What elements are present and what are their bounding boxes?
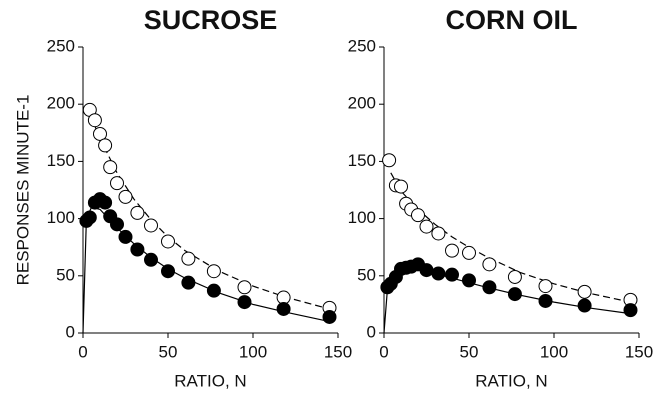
data-point bbox=[103, 160, 118, 175]
data-point bbox=[98, 195, 113, 210]
data-point bbox=[110, 217, 124, 232]
fit-line bbox=[390, 172, 631, 303]
data-point bbox=[411, 208, 425, 223]
data-point bbox=[419, 219, 434, 234]
data-point bbox=[538, 293, 553, 308]
data-point bbox=[538, 279, 553, 294]
x-axis-label: RATIO, N bbox=[174, 371, 246, 390]
data-point bbox=[110, 176, 124, 191]
data-point bbox=[237, 295, 252, 310]
y-tick-label: 200 bbox=[348, 94, 376, 113]
data-point bbox=[445, 243, 459, 258]
data-point bbox=[431, 266, 446, 281]
data-point bbox=[462, 273, 476, 288]
data-point bbox=[130, 205, 145, 220]
fit-line bbox=[85, 106, 330, 310]
y-tick-label: 100 bbox=[348, 208, 376, 227]
x-axis-label: RATIO, N bbox=[475, 371, 547, 390]
data-point bbox=[181, 275, 196, 290]
y-tick-label: 50 bbox=[56, 265, 75, 284]
data-point bbox=[462, 245, 476, 260]
x-tick-label: 150 bbox=[324, 342, 352, 361]
data-point bbox=[118, 189, 133, 204]
data-point bbox=[161, 264, 175, 279]
data-point bbox=[382, 153, 397, 168]
data-point bbox=[276, 301, 291, 316]
data-point bbox=[206, 283, 221, 298]
chart-title: SUCROSE bbox=[144, 5, 278, 35]
x-tick-label: 100 bbox=[540, 342, 568, 361]
y-tick-label: 200 bbox=[47, 94, 75, 113]
data-point bbox=[507, 287, 522, 302]
data-point bbox=[394, 179, 408, 194]
x-tick-label: 0 bbox=[379, 342, 388, 361]
data-point bbox=[144, 252, 158, 267]
data-point bbox=[130, 242, 145, 257]
data-point bbox=[82, 210, 97, 225]
chart-title: CORN OIL bbox=[446, 5, 578, 35]
x-tick-label: 50 bbox=[460, 342, 479, 361]
x-tick-label: 150 bbox=[625, 342, 653, 361]
data-point bbox=[623, 303, 638, 318]
y-tick-label: 150 bbox=[47, 151, 75, 170]
x-tick-label: 50 bbox=[159, 342, 178, 361]
data-point bbox=[577, 284, 592, 299]
y-tick-label: 50 bbox=[357, 265, 376, 284]
y-tick-label: 250 bbox=[348, 36, 376, 55]
fit-line bbox=[383, 268, 631, 334]
data-point bbox=[161, 234, 175, 249]
y-tick-label: 100 bbox=[47, 208, 75, 227]
data-point bbox=[577, 298, 592, 313]
data-point bbox=[237, 280, 252, 295]
y-tick-label: 0 bbox=[66, 322, 75, 341]
data-point bbox=[482, 280, 497, 295]
x-tick-label: 100 bbox=[239, 342, 267, 361]
data-point bbox=[482, 257, 497, 272]
data-point bbox=[507, 269, 522, 284]
y-axis-label: RESPONSES MINUTE-1 bbox=[13, 95, 32, 286]
data-point bbox=[144, 218, 158, 233]
data-point bbox=[118, 229, 133, 244]
data-point bbox=[181, 251, 196, 266]
data-point bbox=[93, 126, 107, 141]
data-point bbox=[322, 309, 337, 324]
data-point bbox=[419, 263, 434, 278]
y-tick-label: 0 bbox=[367, 322, 376, 341]
data-point bbox=[445, 267, 459, 282]
data-point bbox=[87, 113, 102, 128]
y-tick-label: 250 bbox=[47, 36, 75, 55]
data-point bbox=[206, 264, 221, 279]
data-point bbox=[98, 138, 113, 153]
y-tick-label: 150 bbox=[348, 151, 376, 170]
x-tick-label: 0 bbox=[78, 342, 87, 361]
data-point bbox=[431, 226, 446, 241]
